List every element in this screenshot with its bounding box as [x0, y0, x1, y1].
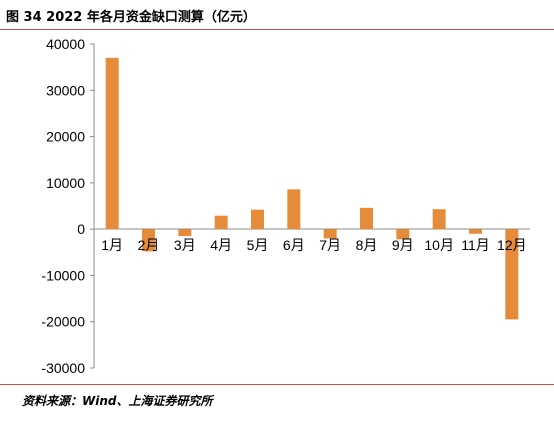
- x-category-label: 6月: [283, 237, 305, 253]
- y-tick-label: 30000: [46, 82, 85, 98]
- bar-8: [360, 207, 373, 230]
- bar-2: [142, 229, 155, 252]
- bar-4: [214, 215, 228, 230]
- x-category-label: 9月: [392, 237, 414, 253]
- x-category-label: 10月: [424, 237, 454, 253]
- y-tick-label: -10000: [41, 267, 85, 283]
- x-category-label: 12月: [497, 237, 527, 253]
- y-axis-ticks: -30000 -20000 -10000 0 10000 20000 30000 40000: [41, 36, 94, 376]
- y-tick-label: 40000: [46, 36, 85, 52]
- bar-7: [323, 229, 337, 239]
- bar-9: [396, 229, 410, 240]
- source-note: 资料来源：Wind、上海证券研究所: [22, 394, 213, 408]
- x-category-label: 5月: [247, 237, 269, 253]
- x-category-label: 11月: [461, 237, 490, 253]
- x-category-label: 3月: [174, 237, 196, 253]
- x-category-label: 2月: [138, 237, 160, 253]
- x-axis-labels: 1月 2月 3月 4月 5月 6月 7月 8月 9月 10月 11月 12月: [101, 237, 526, 253]
- x-category-label: 4月: [210, 237, 232, 253]
- x-category-label: 8月: [356, 237, 378, 253]
- y-tick-label: 20000: [46, 129, 85, 145]
- y-tick-label: 10000: [46, 175, 85, 191]
- y-tick-label: 0: [77, 221, 85, 237]
- bar-12: [505, 229, 519, 320]
- bars: [105, 57, 519, 320]
- bar-3: [178, 229, 192, 237]
- bar-1: [105, 57, 119, 230]
- figure-title: 图 34 2022 年各月资金缺口测算（亿元）: [6, 10, 256, 25]
- y-tick-label: -20000: [41, 314, 85, 330]
- bar-6: [287, 189, 301, 230]
- y-tick-label: -30000: [41, 360, 85, 376]
- x-category-label: 7月: [319, 237, 341, 253]
- bar-5: [251, 209, 264, 230]
- bar-10: [432, 209, 446, 230]
- title-rule: [0, 29, 554, 30]
- source-rule: [0, 384, 554, 385]
- bar-11: [469, 229, 482, 234]
- x-category-label: 1月: [101, 237, 123, 253]
